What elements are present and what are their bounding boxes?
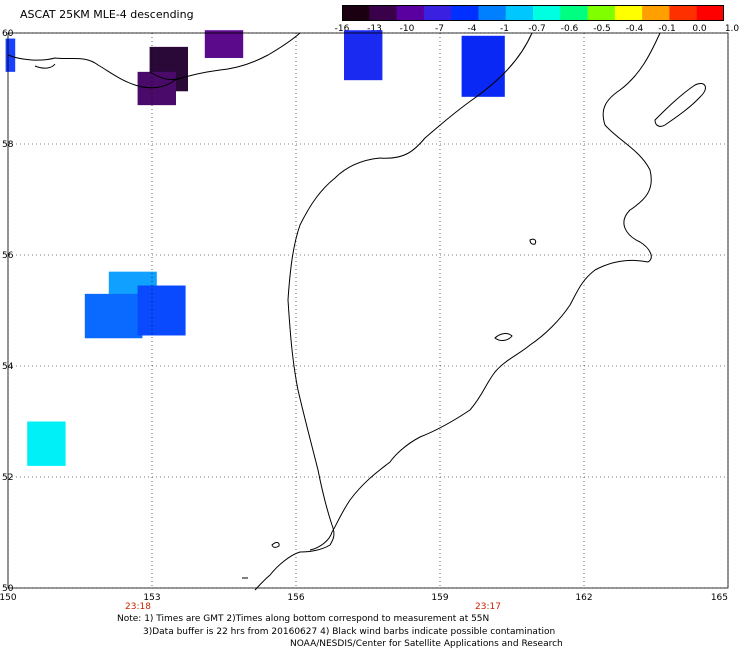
- colorbar-label: -0.1: [658, 24, 676, 34]
- colorbar-swatch: [451, 5, 479, 21]
- colorbar-label: -4: [467, 24, 477, 34]
- lat-label: 58: [2, 140, 14, 150]
- colorbar-swatch: [342, 5, 370, 21]
- coastline: [7, 32, 706, 591]
- lat-label: 50: [2, 584, 14, 594]
- colorbar-swatch: [478, 5, 507, 21]
- time-label: 23:17: [475, 602, 501, 612]
- colorbar-label: -0.6: [560, 24, 579, 34]
- map-frame: [7, 32, 729, 589]
- wind-cell: [344, 30, 383, 81]
- colorbar-swatch: [369, 5, 398, 21]
- colorbar-label: -0.5: [593, 24, 611, 34]
- lat-label: 56: [2, 251, 14, 261]
- lon-label: 162: [575, 593, 592, 603]
- colorbar-label: 0.0: [692, 24, 707, 34]
- colorbar-label: 1.0: [724, 24, 740, 34]
- colorbar-label: -0.4: [625, 24, 644, 34]
- colorbar-label: -16: [334, 24, 350, 34]
- note-line-1: Note: 1) Times are GMT 2)Times along bot…: [117, 614, 490, 624]
- lat-label: 54: [2, 362, 14, 372]
- colorbar-labels: -16 -13 -10 -7 -4 -1 -0.7 -0.6 -0.5 -0.4 -0.1 0.0 1.…: [330, 24, 740, 36]
- time-label: 23:18: [125, 602, 151, 612]
- lon-label: 156: [287, 593, 304, 603]
- note-line-2: 3)Data buffer is 22 hrs from 20160627 4)…: [143, 627, 556, 637]
- colorbar-label: -7: [435, 24, 444, 34]
- colorbar: [342, 5, 724, 21]
- colorbar-swatch: [396, 5, 425, 21]
- colorbar-swatch: [696, 5, 724, 21]
- lon-label: 150: [0, 593, 17, 603]
- colorbar-label: -1: [500, 24, 509, 34]
- colorbar-label: -10: [399, 24, 415, 34]
- colorbar-swatch: [587, 5, 616, 21]
- wind-cell: [137, 71, 176, 106]
- colorbar-swatch: [533, 5, 561, 21]
- colorbar-swatch: [423, 5, 452, 21]
- lat-label: 52: [2, 473, 13, 483]
- colorbar-swatch: [614, 5, 643, 21]
- wind-cell: [84, 293, 143, 339]
- wind-cell: [137, 285, 186, 336]
- wind-cells: [5, 30, 505, 466]
- wind-cell: [5, 38, 16, 72]
- colorbar-label: -0.7: [528, 24, 546, 34]
- lon-label: 153: [143, 593, 160, 603]
- lon-label: 165: [711, 593, 728, 603]
- wind-cell: [27, 421, 66, 466]
- wind-cell: [461, 35, 505, 97]
- colorbar-swatch: [560, 5, 589, 21]
- colorbar-swatch: [669, 5, 698, 21]
- lon-label: 159: [431, 593, 448, 603]
- map-title: ASCAT 25KM MLE-4 descending: [20, 8, 194, 21]
- wind-cell: [204, 30, 244, 58]
- colorbar-swatch: [642, 5, 670, 21]
- colorbar-swatch: [505, 5, 534, 21]
- note-line-3: NOAA/NESDIS/Center for Satellite Applica…: [290, 639, 563, 649]
- colorbar-label: -13: [367, 24, 382, 34]
- lat-label: 60: [2, 29, 14, 39]
